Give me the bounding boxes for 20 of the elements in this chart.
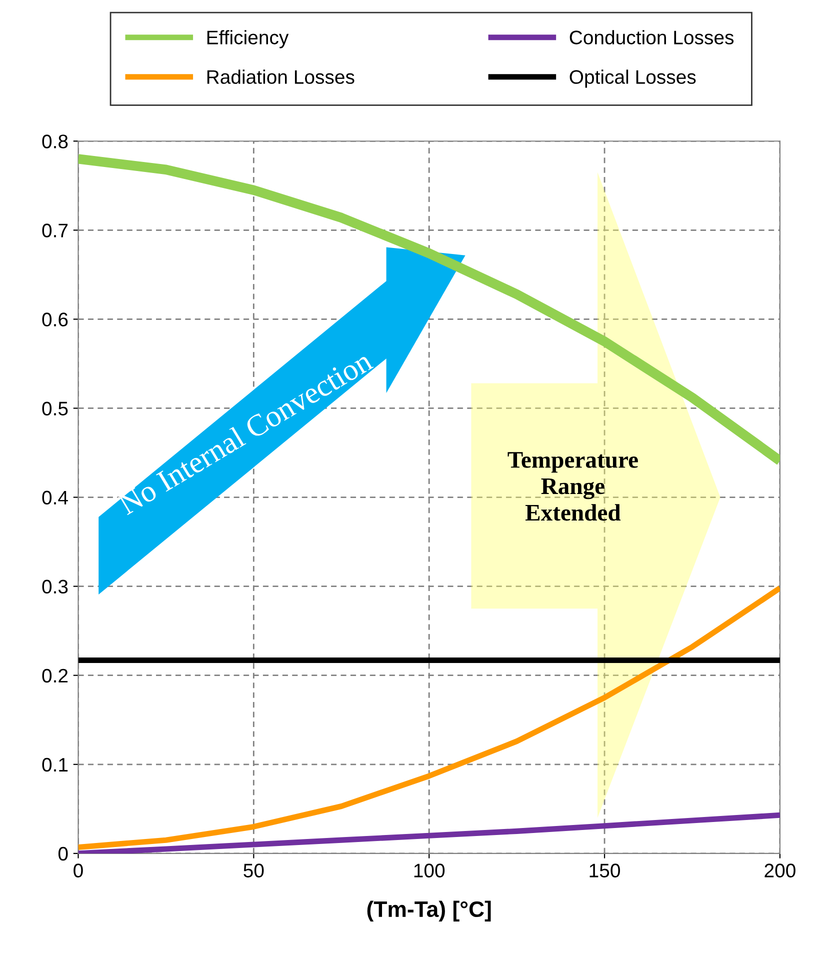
y-tick-label: 0.3 — [42, 580, 68, 594]
x-axis-title: (Tm-Ta) [°C] — [367, 900, 491, 922]
y-tick-label: 0.4 — [42, 490, 68, 505]
x-tick-label: 0 — [74, 864, 83, 878]
x-tick-label: 100 — [414, 864, 445, 878]
y-tick-label: 0.7 — [42, 224, 68, 238]
y-tick-label: 0.6 — [42, 312, 68, 326]
x-tick-label: 50 — [244, 864, 264, 878]
legend-label: Radiation Losses — [207, 70, 354, 84]
y-tick-label: 0 — [58, 846, 68, 861]
legend-label: Optical Losses — [570, 70, 696, 88]
y-tick-label: 0.1 — [42, 758, 68, 772]
legend-label: Efficiency — [207, 30, 289, 48]
y-tick-label: 0.8 — [42, 134, 68, 148]
x-tick-label: 150 — [590, 864, 620, 878]
y-tick-label: 0.2 — [42, 668, 68, 683]
y-tick-label: 0.5 — [42, 402, 68, 416]
x-tick-label: 200 — [764, 864, 796, 878]
legend-label: Conduction Losses — [570, 30, 734, 44]
annotation: Temperature Range Extended — [508, 452, 638, 521]
